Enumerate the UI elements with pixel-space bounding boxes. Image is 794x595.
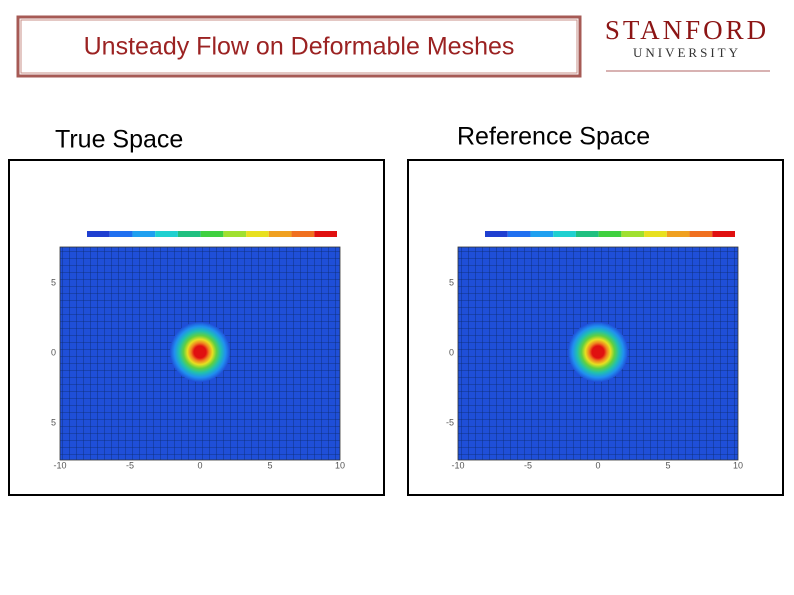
x-tick-label: -5 [524, 460, 532, 470]
colorbar-swatch [268, 231, 292, 237]
x-tick-label: 10 [335, 460, 345, 470]
colorbar-swatch [689, 231, 713, 237]
x-tick-label: -10 [53, 460, 66, 470]
colorbar-swatch [200, 231, 224, 237]
y-tick-label: -5 [446, 417, 454, 427]
y-tick-label: 0 [449, 347, 454, 357]
x-tick-label: 0 [595, 460, 600, 470]
colorbar-swatch [575, 231, 599, 237]
colorbar-swatch [177, 231, 201, 237]
title-box-inner [20, 19, 578, 74]
x-tick-label: 5 [267, 460, 272, 470]
colorbar-swatch [712, 231, 735, 237]
colorbar-swatch [553, 231, 576, 237]
logo-name: STANFORD [605, 15, 769, 45]
colorbar-swatch [666, 231, 690, 237]
colorbar-swatch [87, 231, 110, 237]
colorbar-swatch [291, 231, 315, 237]
y-tick-label: 0 [51, 347, 56, 357]
y-tick-label: 5 [51, 417, 56, 427]
colorbar-swatch [155, 231, 178, 237]
colorbar-swatch [530, 231, 554, 237]
y-tick-label: 5 [449, 277, 454, 287]
x-tick-label: -5 [126, 460, 134, 470]
x-tick-label: 10 [733, 460, 743, 470]
panel-label: Reference Space [457, 123, 650, 151]
colorbar-swatch [598, 231, 622, 237]
logo-sub: UNIVERSITY [633, 45, 741, 60]
title-box [16, 15, 582, 78]
title: Unsteady Flow on Deformable Meshes [84, 33, 515, 61]
x-tick-label: 0 [197, 460, 202, 470]
vortex-contour [170, 322, 230, 382]
y-tick-label: 5 [51, 277, 56, 287]
colorbar-swatch [246, 231, 269, 237]
colorbar-swatch [132, 231, 156, 237]
colorbar-swatch [621, 231, 645, 237]
colorbar-swatch [314, 231, 337, 237]
colorbar-swatch [644, 231, 667, 237]
colorbar-swatch [485, 231, 508, 237]
x-tick-label: 5 [665, 460, 670, 470]
colorbar-swatch [507, 231, 531, 237]
colorbar-swatch [109, 231, 133, 237]
x-tick-label: -10 [451, 460, 464, 470]
colorbar-swatch [223, 231, 247, 237]
panel-label: True Space [55, 126, 183, 154]
vortex-contour [568, 322, 628, 382]
